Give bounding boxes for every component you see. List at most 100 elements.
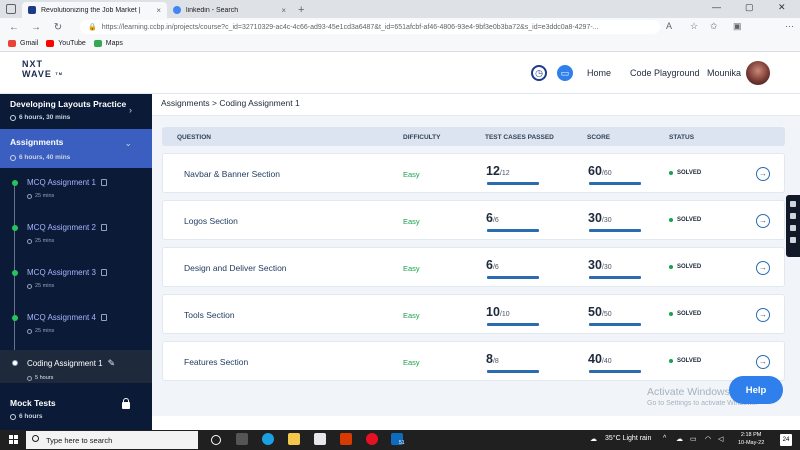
sidebar-section-mock-tests[interactable]: Mock Tests 6 hours (0, 398, 152, 420)
difficulty-label: Easy (403, 264, 420, 273)
help-button[interactable]: Help (729, 376, 783, 404)
sidebar-section-assignments[interactable]: Assignments 6 hours, 40 mins ⌄ (0, 129, 152, 168)
completed-check-icon (12, 225, 18, 231)
timer-icon[interactable]: ◷ (531, 65, 547, 81)
browser-tab-strip: Revolutionizing the Job Market | × linke… (0, 0, 800, 18)
passed-total: /8 (492, 358, 499, 365)
table-row[interactable]: Design and Deliver Section Easy 6/6 30/30 SO… (162, 247, 785, 287)
chat-icon[interactable]: ▭ (557, 65, 573, 81)
back-icon[interactable]: ← (9, 21, 19, 33)
bookmark-label: YouTube (58, 40, 86, 47)
score-value: 40 (588, 352, 602, 366)
volume-icon[interactable]: ◁ (718, 436, 724, 443)
logo-line2-text: WAVE (22, 69, 52, 79)
read-aloud-icon[interactable]: A (666, 21, 673, 31)
taskbar-clock[interactable]: 2:18 PM 10-May-22 (738, 431, 764, 447)
score-progress-bar (589, 323, 641, 326)
table-row[interactable]: Tools Section Easy 10/10 50/50 SOLVED → (162, 294, 785, 334)
score-total: /40 (601, 358, 612, 365)
store-icon[interactable] (314, 433, 326, 445)
test-cases-passed: 6/6 (486, 211, 499, 225)
table-row[interactable]: Features Section Easy 8/8 40/40 SOLVED → (162, 341, 785, 381)
sidebar-item-mcq-assignment-3[interactable]: MCQ Assignment 3 25 mins (0, 268, 152, 302)
reload-icon[interactable]: ↻ (53, 21, 63, 33)
nav-code-playground-link[interactable]: Code Playground (630, 68, 700, 78)
task-view-icon[interactable] (236, 433, 248, 445)
test-cases-progress-bar (487, 182, 539, 185)
weather-icon[interactable]: ☁ (590, 436, 597, 443)
file-explorer-icon[interactable] (288, 433, 300, 445)
battery-icon[interactable]: ▭ (690, 436, 697, 443)
tab-revolutionizing[interactable]: Revolutionizing the Job Market | × (22, 2, 167, 18)
test-cases-progress-bar (487, 229, 539, 232)
arrow-right-circle-icon[interactable]: → (756, 308, 770, 322)
sidebar-item-mcq-assignment-2[interactable]: MCQ Assignment 2 25 mins (0, 223, 152, 257)
cortana-icon[interactable] (211, 435, 221, 445)
edge-dev-icon[interactable] (391, 433, 403, 445)
office-icon[interactable] (340, 433, 352, 445)
clock-icon (10, 114, 16, 121)
opera-icon[interactable] (366, 433, 378, 445)
score-value: 30 (588, 211, 602, 225)
bookmark-gmail[interactable]: Gmail (8, 40, 38, 47)
passed-total: /6 (492, 264, 499, 271)
status-text: SOLVED (677, 264, 702, 270)
arrow-right-circle-icon[interactable]: → (756, 355, 770, 369)
more-menu-icon[interactable]: ⋯ (785, 21, 794, 31)
breadcrumb[interactable]: Assignments > Coding Assignment 1 (161, 98, 300, 108)
tab-linkedin-search[interactable]: linkedin - Search × (167, 2, 292, 18)
difficulty-label: Easy (403, 311, 420, 320)
test-cases-passed: 8/8 (486, 352, 499, 366)
clock-icon (27, 328, 32, 334)
sidebar-item-mcq-assignment-4[interactable]: MCQ Assignment 4 25 mins (0, 313, 152, 347)
item-label: MCQ Assignment 4 (27, 313, 96, 322)
item-label-row: MCQ Assignment 1 (27, 178, 152, 187)
favorite-star-icon[interactable]: ☆ (690, 21, 699, 31)
solved-dot-icon (669, 265, 673, 269)
edge-icon[interactable] (262, 433, 274, 445)
table-row[interactable]: Navbar & Banner Section Easy 12/12 60/60 SOL… (162, 153, 785, 193)
chevron-up-icon[interactable]: ^ (663, 435, 667, 442)
passed-count: 10 (486, 305, 500, 319)
table-row[interactable]: Logos Section Easy 6/6 30/30 SOLVED → (162, 200, 785, 240)
close-window-button[interactable]: ✕ (778, 2, 786, 12)
taskbar-search-input[interactable]: Type here to search (26, 431, 198, 449)
maximize-button[interactable]: ▢ (745, 2, 754, 12)
camera-icon[interactable] (790, 201, 796, 207)
nav-home-link[interactable]: Home (587, 68, 612, 78)
new-tab-button[interactable]: + (298, 4, 305, 16)
close-tab-icon[interactable]: × (156, 5, 161, 15)
sidebar-section-developing-layouts[interactable]: Developing Layouts Practice 6 hours, 30 … (0, 99, 152, 121)
arrow-right-circle-icon[interactable]: → (756, 167, 770, 181)
tab-actions-icon[interactable] (6, 4, 16, 14)
gallery-icon[interactable] (790, 225, 796, 231)
test-cases-passed: 12/12 (486, 164, 510, 178)
settings-icon[interactable] (790, 237, 796, 243)
avatar[interactable] (746, 61, 770, 85)
user-name: Mounika (707, 68, 742, 78)
notification-center-icon[interactable]: 24 (780, 434, 792, 446)
arrow-right-circle-icon[interactable]: → (756, 261, 770, 275)
minimize-button[interactable]: — (712, 2, 721, 12)
forward-icon[interactable]: → (31, 21, 41, 33)
onedrive-icon[interactable]: ☁ (676, 436, 683, 443)
wifi-icon[interactable]: ◠ (705, 436, 712, 443)
video-icon[interactable] (790, 213, 796, 219)
item-label: MCQ Assignment 2 (27, 223, 96, 232)
close-tab-icon[interactable]: × (281, 5, 286, 15)
passed-count: 8 (486, 352, 493, 366)
nxtwave-logo[interactable]: NXT WAVE TM (22, 60, 72, 80)
windows-start-icon[interactable] (9, 435, 19, 445)
sidebar-item-mcq-assignment-1[interactable]: MCQ Assignment 1 25 mins (0, 178, 152, 212)
score-progress-bar (589, 276, 641, 279)
arrow-right-circle-icon[interactable]: → (756, 214, 770, 228)
favorites-icon[interactable]: ✩ (710, 21, 718, 31)
youtube-icon (46, 40, 55, 47)
sidebar-item-coding-assignment-1[interactable]: Coding Assignment 1 ✎ 5 hours (0, 350, 152, 383)
item-label-row: Coding Assignment 1 ✎ (27, 358, 152, 369)
bookmark-youtube[interactable]: YouTube (46, 40, 86, 47)
weather-text[interactable]: 35°C Light rain (605, 435, 652, 442)
bookmark-maps[interactable]: Maps (93, 40, 123, 47)
collections-icon[interactable]: ▣ (733, 21, 742, 31)
url-field[interactable]: 🔒 https://learning.ccbp.in/projects/cour… (80, 20, 660, 34)
